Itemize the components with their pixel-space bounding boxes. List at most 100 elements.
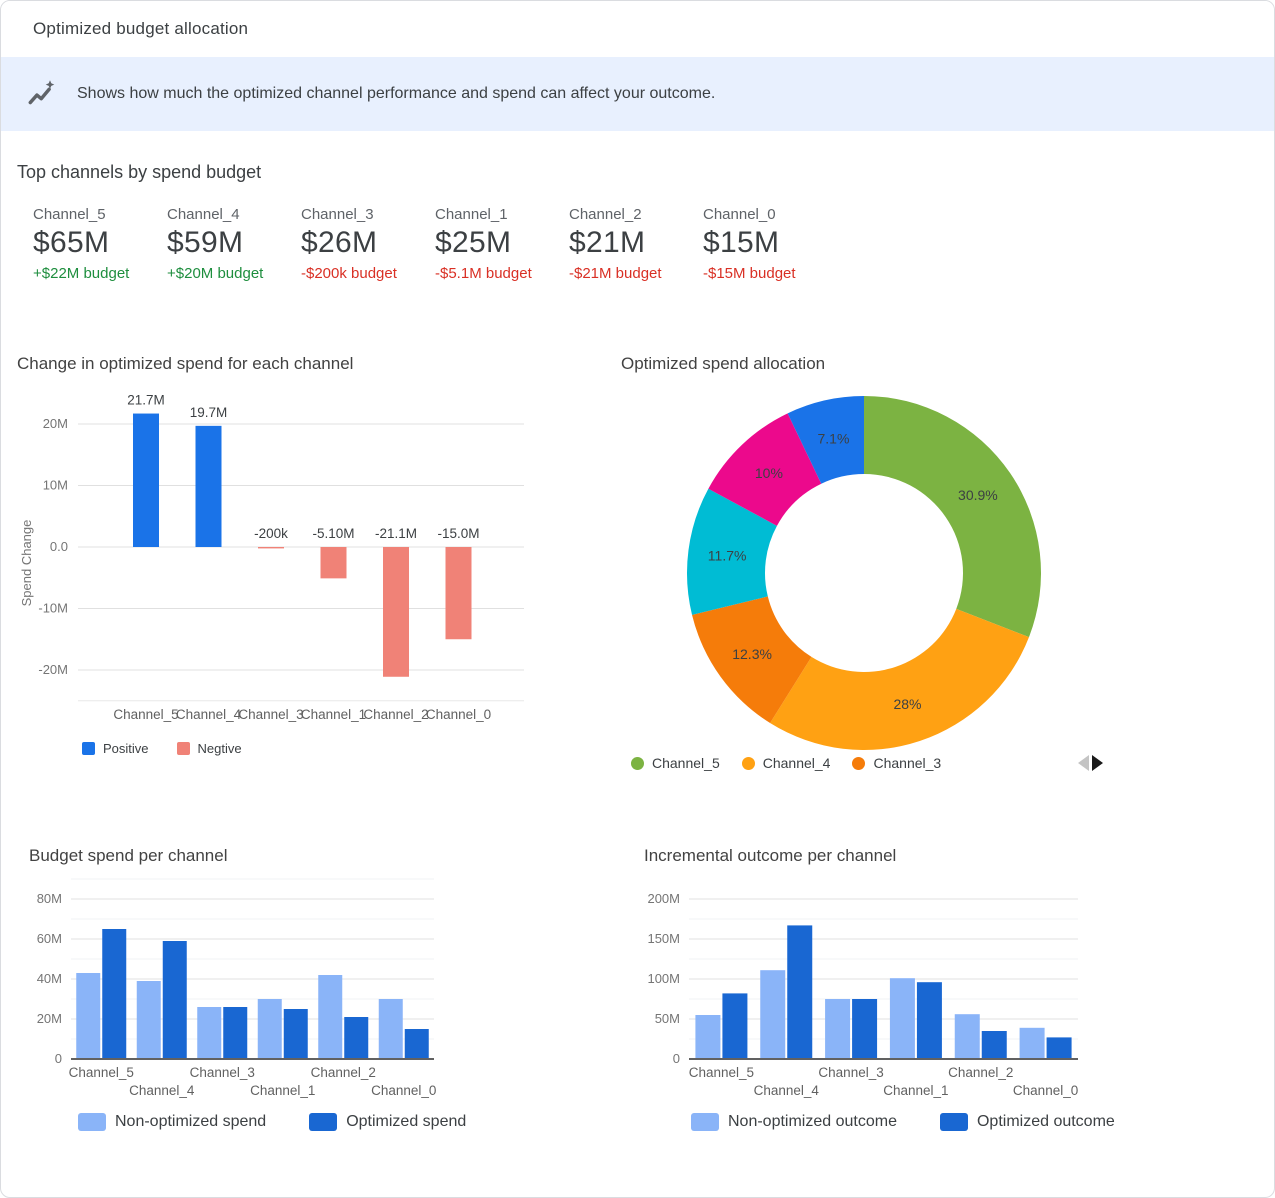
x-axis-label: Channel_3 bbox=[190, 1065, 255, 1080]
donut-slice[interactable] bbox=[692, 596, 812, 724]
legend-item: Non-optimized spend bbox=[78, 1113, 266, 1131]
non-optimized-bar[interactable] bbox=[954, 1014, 980, 1059]
x-axis-label: Channel_2 bbox=[948, 1065, 1013, 1080]
insight-banner: Shows how much the optimized channel per… bbox=[1, 57, 1274, 131]
non-optimized-bar[interactable] bbox=[136, 981, 161, 1059]
channel-name: Channel_1 bbox=[435, 206, 508, 223]
y-tick-label: 60M bbox=[37, 931, 62, 946]
x-axis-label: Channel_5 bbox=[689, 1065, 754, 1080]
non-optimized-bar[interactable] bbox=[1019, 1027, 1045, 1059]
channel-delta: -$200k budget bbox=[301, 265, 397, 282]
non-optimized-bar[interactable] bbox=[825, 999, 851, 1059]
non-optimized-bar[interactable] bbox=[378, 999, 403, 1059]
donut-slice[interactable] bbox=[770, 608, 1029, 750]
incremental-outcome-chart-title: Incremental outcome per channel bbox=[644, 846, 897, 865]
spend-change-bar[interactable] bbox=[383, 547, 409, 677]
legend-label: Channel_4 bbox=[762, 755, 831, 771]
budget-spend-chart-canvas[interactable]: 0 20M 40M 60M 80M Channel_5 Channel_4 Channel_3… bbox=[29, 877, 499, 1109]
channel-delta: -$21M budget bbox=[569, 265, 662, 282]
spend-change-chart-title: Change in optimized spend for each chann… bbox=[17, 354, 354, 373]
x-axis-label: Channel_2 bbox=[363, 707, 428, 722]
y-tick-label: -10M bbox=[38, 601, 68, 616]
spend-change-bar[interactable] bbox=[133, 413, 159, 547]
channel-value: $65M bbox=[33, 226, 110, 259]
non-optimized-bar[interactable] bbox=[197, 1007, 222, 1059]
budget-spend-chart-title: Budget spend per channel bbox=[29, 846, 228, 865]
y-tick-label: 100M bbox=[647, 971, 680, 986]
spend-change-bar[interactable] bbox=[445, 547, 472, 640]
channel-name: Channel_0 bbox=[703, 206, 776, 223]
optimized-bar[interactable] bbox=[981, 1031, 1007, 1059]
optimized-bar[interactable] bbox=[223, 1007, 248, 1059]
donut-slice[interactable] bbox=[687, 488, 777, 615]
bar-value-label: -5.10M bbox=[312, 526, 354, 541]
optimized-bar[interactable] bbox=[162, 941, 187, 1059]
legend-label: Optimized outcome bbox=[976, 1113, 1115, 1130]
optimized-bar[interactable] bbox=[787, 925, 813, 1059]
legend-item[interactable]: Channel_4 bbox=[741, 755, 831, 771]
donut-slice[interactable] bbox=[787, 396, 864, 484]
slice-percent-label: 28% bbox=[893, 696, 921, 712]
spend-allocation-legend: Channel_5 Channel_4 Channel_3 bbox=[621, 755, 1103, 771]
optimized-bar[interactable] bbox=[916, 982, 942, 1059]
legend-item: Non-optimized outcome bbox=[691, 1113, 897, 1131]
bar-value-label: 21.7M bbox=[127, 393, 165, 408]
non-optimized-bar[interactable] bbox=[318, 975, 343, 1059]
non-optimized-bar[interactable] bbox=[760, 970, 786, 1059]
non-optimized-bar[interactable] bbox=[695, 1015, 721, 1059]
legend-item[interactable]: Channel_3 bbox=[852, 755, 941, 771]
spend-change-bar[interactable] bbox=[195, 425, 222, 547]
legend-label: Channel_3 bbox=[873, 755, 942, 771]
non-optimized-bar[interactable] bbox=[257, 999, 282, 1059]
non-optimized-bar[interactable] bbox=[889, 978, 915, 1059]
donut-slice[interactable] bbox=[708, 413, 822, 526]
spend-change-bar[interactable] bbox=[258, 547, 284, 549]
x-axis-label: Channel_3 bbox=[238, 707, 303, 722]
optimized-bar[interactable] bbox=[102, 929, 127, 1059]
optimized-bar[interactable] bbox=[344, 1017, 369, 1059]
top-channels-title: Top channels by spend budget bbox=[17, 162, 262, 182]
legend-prev-button[interactable] bbox=[1078, 755, 1089, 771]
spend-allocation-chart-title: Optimized spend allocation bbox=[621, 354, 826, 373]
legend-label: Optimized spend bbox=[346, 1113, 467, 1130]
spend-allocation-donut-canvas[interactable]: 30.9% 28% 12.3% 11.7% 10% 7.1% bbox=[621, 383, 1121, 755]
channel-card: Channel_3 $26M -$200k budget bbox=[301, 206, 435, 282]
spend-allocation-chart: Optimized spend allocation 30.9% 28% 12.3%… bbox=[621, 353, 1121, 771]
spend-change-chart: Change in optimized spend for each chann… bbox=[17, 353, 593, 756]
y-tick-label: 0 bbox=[55, 1051, 62, 1066]
budget-spend-legend: Non-optimized spend Optimized spend bbox=[78, 1113, 589, 1131]
legend-next-button[interactable] bbox=[1092, 755, 1103, 771]
budget-spend-chart: Budget spend per channel 0 20M 40M 60M 80M Ch… bbox=[29, 845, 589, 1131]
legend-swatch bbox=[939, 1113, 968, 1131]
auto-graph-icon bbox=[28, 80, 55, 105]
legend-swatch bbox=[176, 742, 190, 755]
slice-percent-label: 30.9% bbox=[958, 487, 998, 503]
y-tick-label: 40M bbox=[37, 971, 62, 986]
optimized-bar[interactable] bbox=[852, 999, 878, 1059]
channel-value: $59M bbox=[167, 226, 244, 259]
optimized-bar[interactable] bbox=[722, 993, 748, 1059]
card-header: Optimized budget allocation bbox=[1, 1, 1274, 57]
y-tick-label: 150M bbox=[647, 931, 680, 946]
spend-change-bar[interactable] bbox=[320, 547, 347, 579]
y-tick-label: 50M bbox=[655, 1011, 680, 1026]
optimized-bar[interactable] bbox=[404, 1029, 429, 1059]
y-axis-title: Spend Change bbox=[19, 520, 34, 607]
channel-name: Channel_2 bbox=[569, 206, 642, 223]
spend-change-chart-canvas[interactable]: 20M 10M 0.0 -10M -20M Spend Change 21.7M Channe… bbox=[17, 383, 577, 725]
legend-item[interactable]: Channel_5 bbox=[631, 755, 720, 771]
slice-percent-label: 10% bbox=[755, 465, 783, 481]
x-axis-label: Channel_4 bbox=[754, 1083, 820, 1098]
donut-slice[interactable] bbox=[864, 396, 1041, 638]
y-tick-label: 0.0 bbox=[50, 539, 68, 554]
optimized-bar[interactable] bbox=[1046, 1037, 1072, 1059]
legend-label: Non-optimized spend bbox=[115, 1113, 267, 1130]
channel-delta: +$22M budget bbox=[33, 265, 130, 282]
x-axis-label: Channel_3 bbox=[818, 1065, 883, 1080]
non-optimized-bar[interactable] bbox=[76, 973, 101, 1059]
legend-label: Non-optimized outcome bbox=[728, 1113, 897, 1130]
legend-label: Channel_5 bbox=[652, 755, 720, 771]
optimized-bar[interactable] bbox=[283, 1009, 308, 1059]
